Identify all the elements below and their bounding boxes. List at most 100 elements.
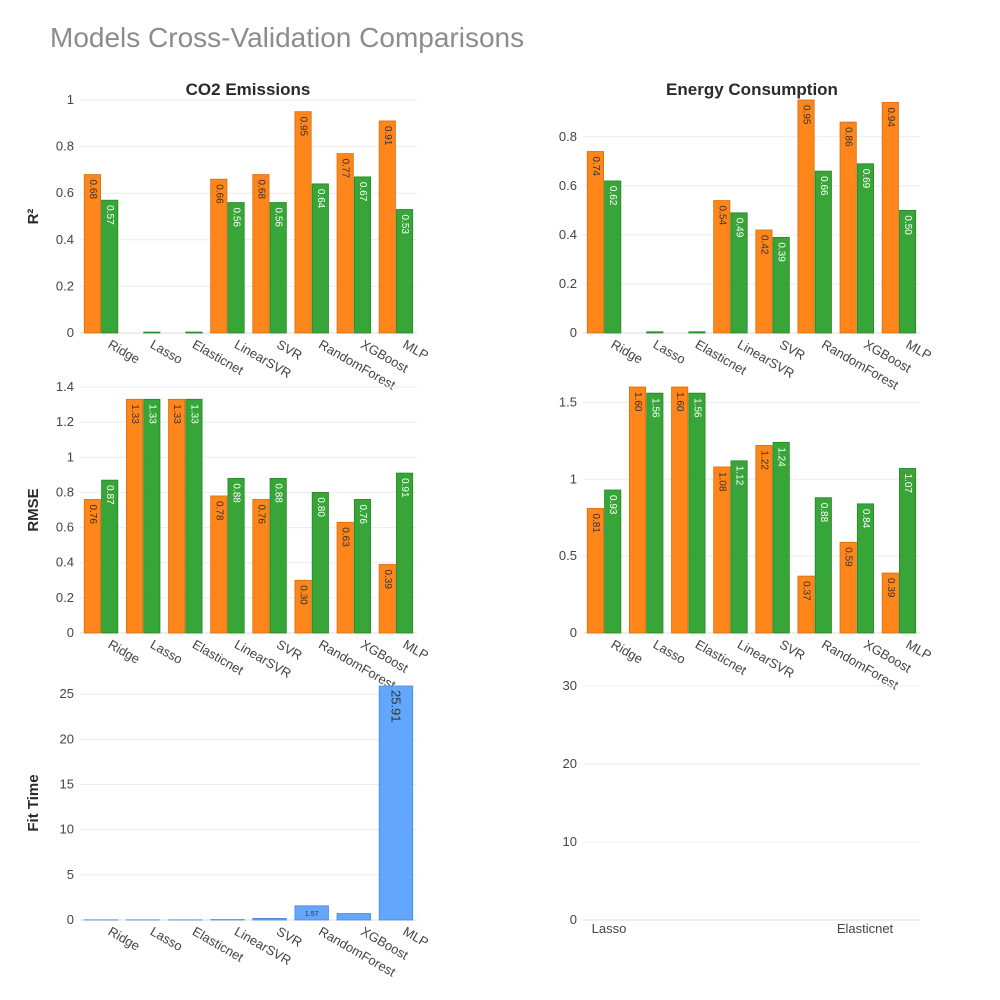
bar <box>899 468 917 634</box>
data-label: 0.37 <box>801 581 812 601</box>
bar <box>671 386 689 634</box>
y-tick-label: 0.6 <box>56 185 74 200</box>
bar <box>688 392 706 634</box>
data-label: 0.91 <box>382 126 393 146</box>
data-label: 0.53 <box>399 215 410 235</box>
data-label: 1.12 <box>734 466 745 486</box>
data-label: 25.91 <box>388 690 403 723</box>
data-label: 0.68 <box>87 180 98 200</box>
y-tick-label: 1 <box>67 449 74 464</box>
y-tick-label: 0 <box>570 912 577 927</box>
bar <box>168 398 186 634</box>
bar <box>755 445 773 634</box>
data-label: 1.56 <box>691 398 702 418</box>
data-label: 0.67 <box>357 182 368 202</box>
bar <box>586 151 604 334</box>
data-label: 0.86 <box>843 127 854 147</box>
data-label: 0.63 <box>340 527 351 547</box>
bar <box>294 111 312 334</box>
bar <box>856 503 874 634</box>
y-tick-label: 0.8 <box>56 139 74 154</box>
y-tick-label: 20 <box>60 731 74 746</box>
data-label: 0.62 <box>607 186 618 206</box>
bar <box>143 331 161 334</box>
x-tick-label: Lasso <box>148 337 186 367</box>
y-axis-title: R² <box>25 209 42 225</box>
bar <box>839 121 857 334</box>
bar <box>83 499 101 634</box>
y-tick-label: 0.4 <box>559 227 577 242</box>
bar <box>797 99 815 334</box>
bar <box>604 489 622 634</box>
bar <box>839 541 857 634</box>
bar <box>269 202 287 334</box>
bar <box>294 579 312 634</box>
bar <box>772 236 790 334</box>
bar <box>646 331 664 334</box>
y-tick-label: 0 <box>67 325 74 340</box>
y-tick-label: 0.8 <box>56 484 74 499</box>
chart-main-title: Models Cross-Validation Comparisons <box>50 22 525 53</box>
y-axis-title: Fit Time <box>25 774 42 831</box>
x-tick-label: Lasso <box>148 924 186 954</box>
bar <box>227 202 245 334</box>
data-label: 0.54 <box>716 206 727 226</box>
bar <box>730 212 748 334</box>
bar <box>396 209 414 334</box>
bar <box>688 331 706 334</box>
data-label: 1.60 <box>632 392 643 412</box>
bar <box>126 398 144 634</box>
data-label: 0.42 <box>758 235 769 255</box>
data-label: 0.56 <box>231 208 242 228</box>
x-tick-label: Ridge <box>609 637 646 667</box>
x-tick-label: Lasso <box>592 921 627 936</box>
y-tick-label: 0.5 <box>559 548 577 563</box>
data-label: 0.66 <box>213 184 224 204</box>
data-label: 0.39 <box>776 242 787 262</box>
bar <box>730 460 748 634</box>
data-label: 0.64 <box>315 189 326 209</box>
y-tick-label: 1.5 <box>559 394 577 409</box>
x-tick-label: Ridge <box>609 337 646 367</box>
data-label: 0.93 <box>607 495 618 515</box>
y-tick-label: 10 <box>60 822 74 837</box>
bar <box>336 913 371 921</box>
bar <box>336 153 354 334</box>
bar <box>814 170 832 334</box>
bar <box>336 521 354 634</box>
y-tick-label: 25 <box>60 686 74 701</box>
data-label: 0.76 <box>87 504 98 524</box>
x-tick-label: Lasso <box>148 637 186 667</box>
bar <box>185 398 203 634</box>
x-tick-label: Ridge <box>106 924 143 954</box>
bar <box>311 492 329 634</box>
data-label: 0.78 <box>213 501 224 521</box>
bar <box>856 163 874 334</box>
y-tick-label: 30 <box>563 678 577 693</box>
data-label: 1.22 <box>758 450 769 470</box>
bar <box>143 398 161 634</box>
subplot-title: CO2 Emissions <box>186 80 311 99</box>
data-label: 1.33 <box>146 404 157 424</box>
data-label: 1.07 <box>902 473 913 493</box>
data-label: 0.69 <box>860 169 871 189</box>
bar <box>797 575 815 634</box>
data-label: 0.88 <box>273 483 284 503</box>
data-label: 0.88 <box>818 503 829 523</box>
data-label: 1.60 <box>674 392 685 412</box>
y-tick-label: 0.6 <box>559 178 577 193</box>
y-tick-label: 1.2 <box>56 414 74 429</box>
bar <box>210 495 228 634</box>
x-tick-label: Ridge <box>106 637 143 667</box>
subplot-6: 0 10 20 30 Lasso Elasticnet <box>563 678 920 936</box>
data-label: 0.57 <box>104 205 115 225</box>
bar <box>713 466 731 634</box>
y-tick-label: 0.8 <box>559 129 577 144</box>
bar <box>396 472 414 634</box>
y-tick-label: 20 <box>563 756 577 771</box>
data-label: 0.94 <box>885 107 896 127</box>
